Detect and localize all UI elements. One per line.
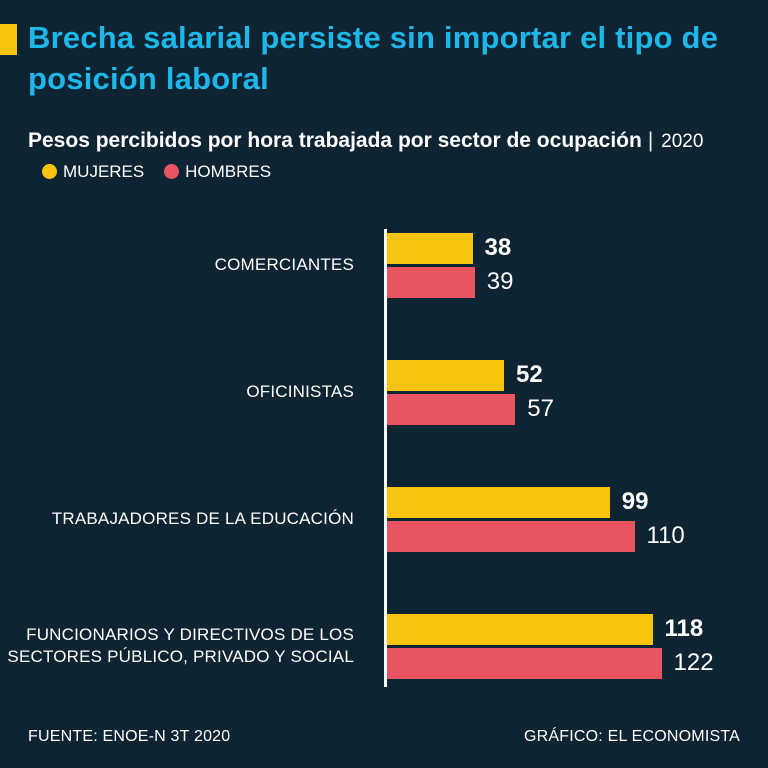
bar-hombres bbox=[387, 266, 475, 298]
bar-row: 122 bbox=[387, 647, 768, 679]
bar-row: 99 bbox=[387, 486, 768, 518]
bar-mujeres bbox=[387, 613, 653, 645]
legend-item-hombres: HOMBRES bbox=[150, 162, 271, 181]
bar-hombres bbox=[387, 520, 635, 552]
bar-group: FUNCIONARIOS Y DIRECTIVOS DE LOS SECTORE… bbox=[0, 613, 768, 679]
value-label: 122 bbox=[673, 649, 714, 677]
legend-dot-mujeres-icon bbox=[42, 164, 57, 180]
bar-mujeres bbox=[387, 486, 610, 518]
footer: FUENTE: ENOE-N 3T 2020 GRÁFICO: EL ECONO… bbox=[28, 728, 740, 746]
chart-subtitle: Pesos percibidos por hora trabajada por … bbox=[28, 126, 728, 187]
bar-pair: 52 57 bbox=[370, 359, 768, 425]
bar-row: 118 bbox=[387, 613, 768, 645]
value-label: 52 bbox=[516, 361, 543, 389]
category-label: FUNCIONARIOS Y DIRECTIVOS DE LOS SECTORE… bbox=[7, 625, 354, 667]
bar-row: 52 bbox=[387, 359, 768, 391]
legend-dot-hombres-icon bbox=[164, 164, 180, 180]
bar-row: 57 bbox=[387, 393, 768, 425]
bar-pair: 99 110 bbox=[370, 486, 768, 552]
footer-credit: GRÁFICO: EL ECONOMISTA bbox=[524, 728, 740, 745]
bar-hombres bbox=[387, 647, 662, 679]
bar-row: 39 bbox=[387, 266, 768, 298]
subtitle-text: Pesos percibidos por hora trabajada por … bbox=[28, 128, 642, 152]
title-marker bbox=[0, 24, 17, 55]
value-label: 57 bbox=[527, 395, 554, 423]
bar-group: TRABAJADORES DE LA EDUCACIÓN 99 110 bbox=[0, 486, 768, 552]
bar-pair: 38 39 bbox=[370, 232, 768, 298]
legend-item-mujeres: MUJERES bbox=[28, 162, 144, 181]
category-label: TRABAJADORES DE LA EDUCACIÓN bbox=[51, 509, 354, 529]
bar-row: 38 bbox=[387, 232, 768, 264]
footer-source: FUENTE: ENOE-N 3T 2020 bbox=[28, 728, 231, 745]
bar-group: COMERCIANTES 38 39 bbox=[0, 232, 768, 298]
subtitle-year: 2020 bbox=[661, 130, 704, 152]
bar-hombres bbox=[387, 393, 516, 425]
bar-row: 110 bbox=[387, 520, 768, 552]
header: Brecha salarial persiste sin importar el… bbox=[0, 0, 768, 100]
value-label: 99 bbox=[621, 488, 649, 516]
bar-group: OFICINISTAS 52 57 bbox=[0, 359, 768, 425]
chart-axis bbox=[384, 228, 387, 687]
bar-chart: COMERCIANTES 38 39 OFICINISTAS 52 57 TRABAJADO… bbox=[0, 228, 768, 687]
category-label: OFICINISTAS bbox=[246, 382, 354, 402]
legend-label-mujeres: MUJERES bbox=[63, 162, 145, 182]
value-label: 38 bbox=[484, 234, 512, 262]
value-label: 118 bbox=[664, 615, 704, 643]
legend-label-hombres: HOMBRES bbox=[185, 162, 272, 182]
category-label: COMERCIANTES bbox=[214, 255, 354, 275]
bar-mujeres bbox=[387, 359, 504, 391]
bar-mujeres bbox=[387, 232, 473, 264]
page-title: Brecha salarial persiste sin importar el… bbox=[28, 20, 719, 96]
value-label: 39 bbox=[486, 268, 514, 296]
bar-groups: COMERCIANTES 38 39 OFICINISTAS 52 57 TRABAJADO… bbox=[0, 232, 768, 679]
value-label: 110 bbox=[646, 522, 685, 550]
bar-pair: 118 122 bbox=[370, 613, 768, 679]
subtitle-separator: | bbox=[647, 128, 654, 152]
